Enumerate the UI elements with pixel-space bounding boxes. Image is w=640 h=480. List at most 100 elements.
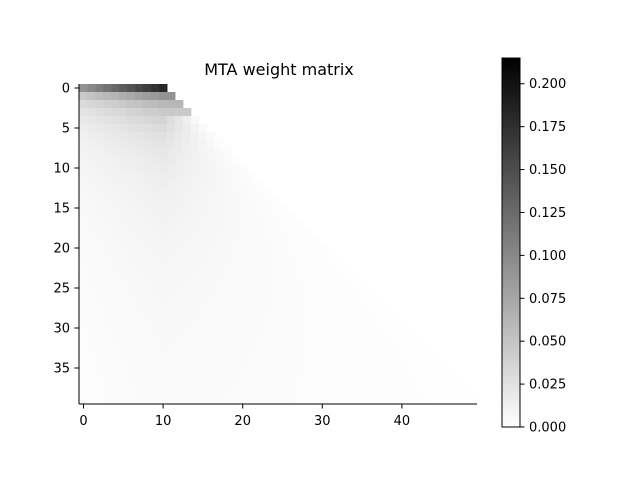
heatmap-cell [230,268,240,277]
heatmap-cell [278,372,287,381]
heatmap-cell [326,364,335,373]
heatmap-cell [175,260,184,269]
heatmap-cell [214,324,224,333]
heatmap-cell [358,388,367,397]
heatmap-cell [135,364,144,373]
heatmap-cell [182,164,192,173]
heatmap-cell [429,372,439,381]
heatmap-cell [238,380,248,389]
heatmap-cell [190,372,200,381]
heatmap-cell [143,228,152,237]
heatmap-cell [262,220,271,229]
heatmap-cell [222,308,232,317]
heatmap-cell [270,268,279,277]
heatmap-cell [175,356,184,365]
heatmap-cell [278,284,287,293]
heatmap-cell [381,388,391,397]
heatmap-cell [111,380,120,389]
heatmap-cell [95,92,104,101]
heatmap-cell [334,364,343,373]
heatmap-cell [246,204,256,213]
heatmap-cell [182,364,192,373]
heatmap-cell [350,364,359,373]
heatmap-cell [87,196,96,205]
heatmap-cell [238,268,248,277]
heatmap-cell [151,244,160,253]
heatmap-cell [238,204,248,213]
heatmap-cell [222,284,232,293]
heatmap-cell [198,252,208,261]
heatmap-cell [238,396,248,405]
heatmap-cell [95,316,104,325]
heatmap-cell [230,292,240,301]
heatmap-cell [246,276,256,285]
heatmap-cell [127,108,136,117]
heatmap-cell [358,308,367,317]
heatmap-cell [413,348,423,357]
heatmap-cell [182,372,192,381]
heatmap-cell [334,356,343,365]
heatmap-cell [206,204,216,213]
heatmap-cell [143,220,152,229]
heatmap-cell [119,276,128,285]
heatmap-cell [175,212,184,221]
heatmap-cell [381,332,391,341]
heatmap-cell [198,372,208,381]
heatmap-cell [238,196,248,205]
heatmap-cell [190,204,200,213]
heatmap-cell [405,332,415,341]
heatmap-cell [254,340,263,349]
heatmap-cell [262,228,271,237]
heatmap-cell [95,364,104,373]
heatmap-cell [198,268,208,277]
heatmap-cell [318,364,327,373]
heatmap-cell [135,236,144,245]
heatmap-cell [318,324,327,333]
heatmap-cell [175,236,184,245]
heatmap-cell [254,180,263,189]
heatmap-cell [206,292,216,301]
heatmap-cell [270,276,279,285]
heatmap-cell [190,132,200,141]
heatmap-cell [206,284,216,293]
heatmap-cell [310,300,319,309]
heatmap-cell [135,188,144,197]
heatmap-cell [366,396,375,405]
heatmap-cell [143,236,152,245]
heatmap-cell [254,292,263,301]
heatmap-cell [286,396,295,405]
heatmap-cell [79,324,88,333]
heatmap-cell [182,220,192,229]
heatmap-cell [135,132,144,141]
heatmap-cell [238,276,248,285]
heatmap-cell [182,356,192,365]
heatmap-cell [278,204,287,213]
heatmap-cell [95,388,104,397]
heatmap-cell [278,244,287,253]
heatmap-cell [397,356,407,365]
heatmap-cell [358,348,367,357]
heatmap-cell [358,380,367,389]
heatmap-cell [127,180,136,189]
heatmap-cell [167,212,176,221]
heatmap-cell [167,252,176,261]
heatmap-cell [318,388,327,397]
colorbar-tick-label: 0.075 [529,292,566,307]
heatmap-cell [119,84,128,93]
heatmap-cell [278,260,287,269]
heatmap-cell [262,212,271,221]
heatmap-cell [381,324,391,333]
heatmap-cell [111,324,120,333]
heatmap-cell [206,212,216,221]
heatmap-cell [111,228,120,237]
heatmap-cell [198,340,208,349]
heatmap-cell [198,172,208,181]
heatmap-cell [206,244,216,253]
heatmap-cell [222,340,232,349]
heatmap-cell [151,108,160,117]
heatmap-cell [246,300,256,309]
heatmap-cell [246,348,256,357]
heatmap-cell [246,284,256,293]
heatmap-cell [326,396,335,405]
heatmap-cell [95,220,104,229]
